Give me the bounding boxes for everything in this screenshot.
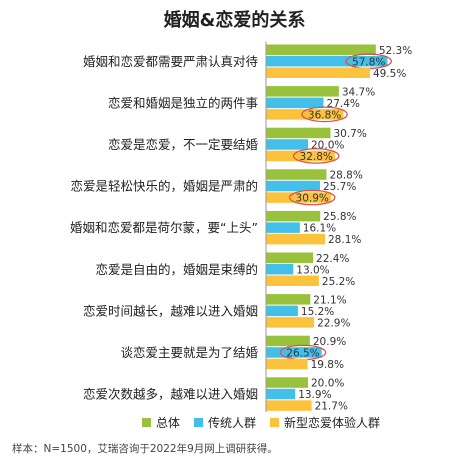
data-label: 28.1% — [328, 234, 361, 246]
data-label: 16.1% — [303, 223, 336, 235]
bar — [266, 358, 308, 370]
bar — [266, 109, 344, 120]
bar — [266, 275, 319, 286]
category-label: 恋爱是自由的，婚姻是束缚的 — [95, 262, 258, 277]
data-label: 22.9% — [317, 317, 350, 329]
bar — [266, 264, 294, 275]
bar — [266, 180, 320, 192]
bar — [266, 233, 326, 245]
legend-item-overall: 总体 — [142, 414, 180, 431]
data-label: 21.7% — [315, 401, 348, 412]
legend-swatch-overall — [142, 418, 151, 427]
data-label: 19.8% — [311, 359, 344, 371]
bar — [266, 294, 311, 305]
legend-label-traditional: 传统人群 — [208, 416, 257, 430]
bar — [266, 388, 296, 400]
data-label: 25.8% — [323, 211, 356, 223]
bar-chart: 婚姻和恋爱都需要严肃认真对待 52.3%57.8%49.5% 恋爱和婚姻是独立的两件… — [70, 41, 412, 412]
bar — [266, 86, 339, 97]
legend-item-new-type: 新型恋爱体验人群 — [270, 414, 380, 431]
bar — [266, 97, 324, 109]
bar — [266, 192, 331, 203]
data-label: 13.0% — [296, 264, 329, 276]
bar — [266, 127, 331, 139]
bar — [266, 210, 321, 222]
data-label: 22.4% — [316, 253, 349, 265]
data-label: 28.8% — [329, 170, 362, 182]
data-label: 25.2% — [322, 276, 355, 288]
data-label: 20.9% — [313, 336, 346, 348]
data-label: 20.0% — [311, 378, 344, 390]
bar — [266, 400, 312, 411]
data-label: 49.5% — [373, 68, 406, 80]
bar — [266, 139, 308, 150]
data-label: 30.7% — [333, 128, 366, 140]
category-label: 恋爱时间越长，越难以进入婚姻 — [83, 303, 258, 318]
data-label: 27.4% — [327, 98, 360, 110]
bar — [266, 56, 388, 67]
data-label: 32.8% — [300, 151, 333, 163]
legend-label-new-type: 新型恋爱体验人群 — [284, 416, 381, 430]
category-label: 恋爱是轻松快乐的，婚姻是严肃的 — [70, 179, 258, 194]
category-label: 婚姻和恋爱都需要严肃认真对待 — [83, 54, 259, 69]
category-label: 恋爱和婚姻是独立的两件事 — [108, 95, 258, 110]
data-label: 52.3% — [379, 45, 412, 57]
bar — [266, 169, 327, 180]
footnote: 样本：N=1500，艾瑞咨询于2022年9月网上调研获得。 — [12, 443, 278, 455]
bar — [266, 252, 314, 263]
bar — [266, 347, 322, 358]
legend: 总体 传统人群 新型恋爱体验人群 — [142, 414, 394, 431]
data-label: 25.7% — [323, 181, 356, 193]
bar — [266, 305, 298, 317]
bar — [266, 317, 315, 328]
bar — [266, 67, 370, 78]
highlight-circle — [292, 148, 340, 164]
bar — [266, 377, 308, 388]
legend-label-overall: 总体 — [156, 416, 181, 430]
bar — [266, 150, 335, 162]
category-label: 恋爱次数越多，越难以进入婚姻 — [83, 387, 258, 402]
legend-item-traditional: 传统人群 — [194, 414, 256, 431]
category-label: 谈恋爱主要就是为了结婚 — [120, 345, 258, 360]
category-label: 婚姻和恋爱都是荷尔蒙，要“上头” — [70, 220, 258, 235]
data-label: 30.9% — [296, 193, 329, 205]
highlight-circle — [288, 189, 336, 206]
data-label: 36.8% — [308, 109, 341, 121]
data-label: 34.7% — [342, 86, 375, 98]
bar — [266, 222, 300, 233]
legend-swatch-new-type — [270, 418, 280, 427]
bar — [266, 335, 310, 347]
data-label: 57.8% — [352, 56, 385, 68]
bar — [266, 44, 376, 55]
highlight-circle — [301, 106, 348, 123]
legend-swatch-traditional — [194, 418, 204, 427]
data-label: 13.9% — [298, 389, 331, 401]
data-label: 15.2% — [301, 306, 334, 318]
data-label: 26.5% — [286, 347, 319, 359]
category-label: 恋爱是恋爱，不一定要结婚 — [108, 137, 259, 152]
data-label: 21.1% — [313, 294, 346, 306]
chart-title: 婚姻&恋爱的关系 — [163, 10, 306, 31]
